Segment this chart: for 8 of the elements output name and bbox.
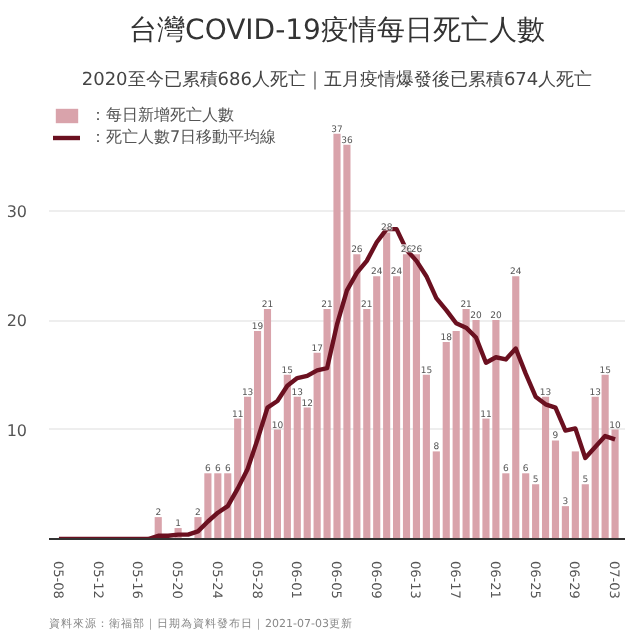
legend-label: ：死亡人數7日移動平均線	[90, 126, 277, 148]
chart-title: 台灣COVID-19疫情每日死亡人數	[129, 15, 545, 47]
line-series	[56, 226, 618, 539]
y-tick-label: 10	[6, 421, 28, 440]
y-tick-label: 20	[6, 312, 28, 330]
y-tick-label: 30	[6, 202, 28, 221]
legend-label: ：每日新增死亡人數	[90, 104, 234, 126]
chart-subtitle: 2020至今已累積686人死亡｜五月疫情爆發後已累積674人死亡	[81, 69, 593, 91]
